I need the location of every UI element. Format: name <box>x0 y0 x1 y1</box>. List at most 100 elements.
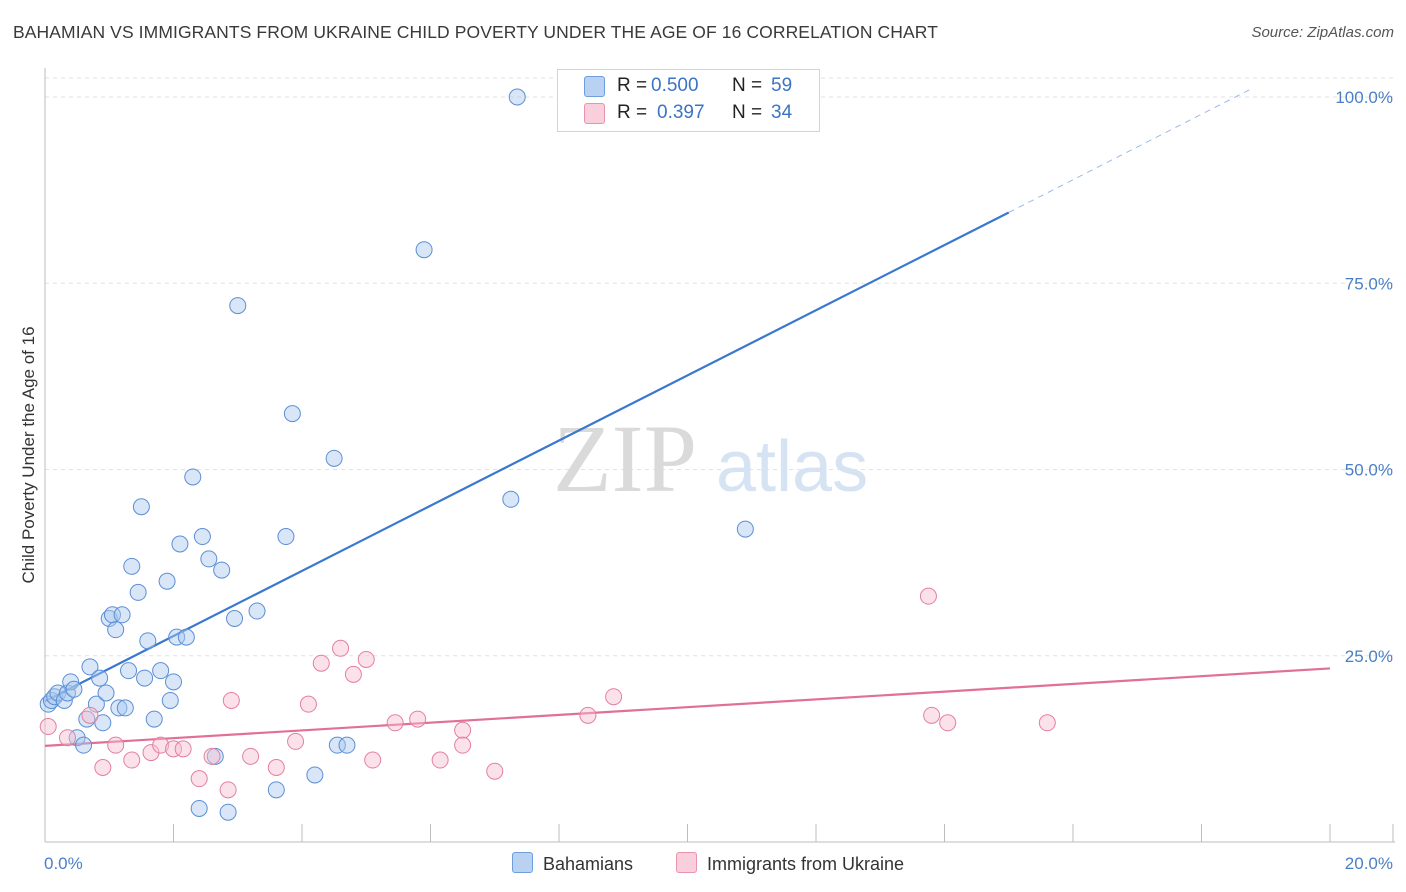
point-ukraine <box>299 695 317 713</box>
trend-lines <box>44 87 1331 747</box>
point-bahamians <box>736 520 754 538</box>
point-bahamians <box>139 632 157 650</box>
legend-r-value-bahamians: 0.500 <box>651 75 699 96</box>
bottom-legend-bahamians: Bahamians <box>512 852 633 875</box>
point-bahamians <box>65 680 83 698</box>
point-ukraine <box>165 740 182 758</box>
bottom-legend-swatch-bahamians <box>512 852 533 873</box>
point-bahamians <box>116 699 134 717</box>
point-ukraine <box>605 688 623 706</box>
point-bahamians <box>200 550 218 568</box>
point-ukraine <box>409 710 427 728</box>
point-ukraine <box>107 736 125 754</box>
point-bahamians <box>177 628 195 646</box>
point-bahamians <box>168 628 186 646</box>
point-bahamians <box>81 658 99 676</box>
point-ukraine <box>1038 714 1056 732</box>
bottom-legend-swatch-ukraine <box>676 852 697 873</box>
point-bahamians <box>165 673 182 691</box>
legend-swatch-ukraine <box>584 103 605 124</box>
point-bahamians <box>277 528 295 546</box>
point-bahamians <box>129 583 147 601</box>
point-bahamians <box>283 405 301 423</box>
point-ukraine <box>219 781 237 799</box>
point-bahamians <box>75 736 93 754</box>
point-ukraine <box>939 714 957 732</box>
legend-n-label: N = <box>732 102 763 123</box>
axes <box>44 68 1395 843</box>
point-bahamians <box>123 557 141 575</box>
point-bahamians <box>94 714 112 732</box>
point-bahamians <box>248 602 266 620</box>
point-bahamians <box>136 669 154 687</box>
point-bahamians <box>107 621 125 639</box>
point-bahamians <box>110 699 128 717</box>
y-axis-label: Child Poverty Under the Age of 16 <box>19 326 38 583</box>
point-bahamians <box>158 572 176 590</box>
point-ukraine <box>386 714 404 732</box>
point-ukraine <box>222 691 240 709</box>
point-ukraine <box>203 747 221 765</box>
point-ukraine <box>58 729 76 747</box>
legend-r-label: R = <box>617 75 648 96</box>
point-bahamians <box>97 684 115 702</box>
trend-line-bahamians-extension <box>1008 87 1254 213</box>
bottom-legend-label-ukraine: Immigrants from Ukraine <box>707 854 905 874</box>
y-tick-label: 25.0% <box>1345 647 1393 666</box>
point-bahamians <box>502 490 520 508</box>
point-ukraine <box>94 759 112 776</box>
point-bahamians <box>91 669 109 687</box>
y-tick-label: 75.0% <box>1345 274 1393 293</box>
point-bahamians <box>213 561 231 579</box>
data-points <box>39 88 1056 821</box>
point-ukraine <box>454 736 472 754</box>
point-bahamians <box>328 736 346 754</box>
bottom-legend-ukraine: Immigrants from Ukraine <box>676 852 904 875</box>
point-ukraine <box>287 732 305 750</box>
point-bahamians <box>184 468 202 486</box>
point-ukraine <box>152 736 170 754</box>
point-ukraine <box>242 747 260 765</box>
point-ukraine <box>312 654 330 672</box>
point-bahamians <box>325 449 343 467</box>
point-bahamians <box>152 662 170 680</box>
point-bahamians <box>229 297 247 315</box>
x-tick-label: 0.0% <box>44 854 83 873</box>
x-tick-label: 20.0% <box>1345 854 1393 873</box>
source-label: Source: ZipAtlas.com <box>1251 24 1394 41</box>
point-ukraine <box>123 751 141 769</box>
point-bahamians <box>120 662 138 680</box>
watermark-zip: ZIP <box>553 405 697 512</box>
legend-n-value-ukraine: 34 <box>771 102 793 123</box>
point-ukraine <box>579 706 597 724</box>
chart-title: BAHAMIAN VS IMMIGRANTS FROM UKRAINE CHIL… <box>13 22 939 42</box>
point-bahamians <box>171 535 189 553</box>
point-bahamians <box>226 610 244 627</box>
trend-line-ukraine <box>44 667 1331 747</box>
point-ukraine <box>923 706 941 724</box>
point-ukraine <box>344 665 362 683</box>
point-ukraine <box>486 762 504 780</box>
legend-n-value-bahamians: 59 <box>771 75 793 96</box>
point-ukraine <box>357 650 375 668</box>
point-bahamians <box>267 781 285 799</box>
tick-labels: 100.0% 75.0% 50.0% 25.0% 0.0% 20.0% <box>44 88 1393 873</box>
point-bahamians <box>338 736 356 754</box>
point-bahamians <box>161 691 179 709</box>
watermark-atlas: atlas <box>716 427 868 507</box>
trend-line-bahamians <box>44 211 1010 703</box>
point-ukraine <box>39 718 57 736</box>
point-ukraine <box>81 706 99 724</box>
y-tick-label: 100.0% <box>1335 88 1393 107</box>
point-bahamians <box>306 766 324 784</box>
y-tick-label: 50.0% <box>1345 461 1393 480</box>
point-ukraine <box>364 751 382 769</box>
legend-n-label: N = <box>732 75 763 96</box>
point-bahamians <box>145 710 163 728</box>
point-ukraine <box>174 740 192 758</box>
point-ukraine <box>454 721 472 739</box>
point-bahamians <box>193 528 211 546</box>
point-bahamians <box>190 799 208 817</box>
grid-lines <box>45 77 1395 657</box>
point-ukraine <box>431 751 449 769</box>
